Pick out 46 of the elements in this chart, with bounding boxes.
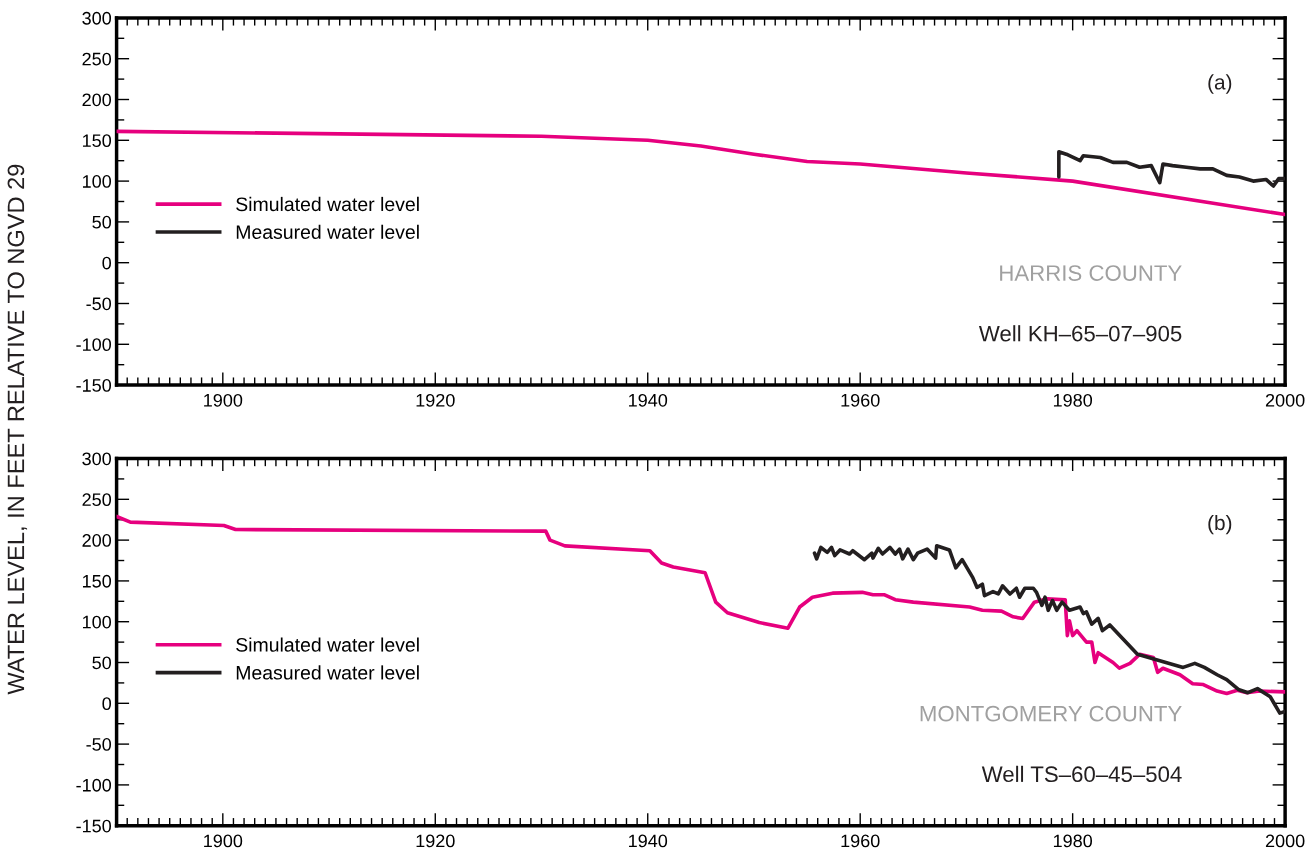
x-tick-label: 1920 (416, 393, 455, 407)
x-tick-label: 1960 (841, 393, 880, 407)
annotation: Well KH–65–07–905 (978, 325, 1182, 342)
legend-label: Simulated water level (236, 637, 419, 652)
legend-label: Measured water level (236, 665, 419, 680)
annotation: HARRIS COUNTY (1000, 265, 1182, 281)
legend-label: Measured water level (236, 224, 419, 239)
line-series (116, 129, 1286, 217)
annotation: (a) (1208, 74, 1232, 94)
y-tick-label: -100 (76, 338, 112, 352)
y-tick-label: 200 (82, 93, 112, 107)
x-tick-label: 2000 (1265, 393, 1305, 407)
y-tick-label: -100 (76, 778, 112, 792)
annotation: MONTGOMERY COUNTY (920, 705, 1182, 722)
legend-label: Simulated water level (236, 196, 419, 212)
y-tick-label: 50 (92, 215, 112, 229)
y-tick-label: 250 (82, 52, 112, 66)
x-tick-label: 1900 (204, 393, 243, 407)
y-tick-label: -150 (76, 819, 112, 833)
y-tick-label: -50 (86, 738, 112, 751)
line-series (1057, 149, 1286, 188)
line-series (116, 514, 1286, 696)
x-tick-label: 1980 (1053, 393, 1093, 407)
y-tick-label: 300 (82, 11, 112, 25)
annotation: Well TS–60–45–504 (981, 765, 1182, 783)
y-tick-label: 50 (92, 656, 112, 670)
y-tick-label: 150 (82, 574, 112, 588)
x-tick-label: 1960 (841, 834, 880, 848)
y-tick-label: 100 (82, 615, 112, 629)
annotation: (b) (1208, 514, 1232, 535)
y-tick-label: 300 (82, 452, 112, 466)
y-axis-title: WATER LEVEL, IN FEET RELATIVE TO NGVD 29 (7, 164, 28, 695)
y-tick-label: -50 (86, 297, 112, 311)
x-tick-label: 1940 (629, 393, 668, 407)
y-tick-label: 100 (82, 175, 112, 188)
x-tick-label: 1940 (629, 834, 668, 848)
x-tick-label: 1900 (204, 834, 243, 848)
y-tick-label: 200 (82, 534, 112, 547)
x-tick-label: 1920 (416, 834, 455, 848)
y-tick-label: 0 (102, 697, 112, 711)
x-tick-label: 1980 (1053, 834, 1093, 848)
y-tick-label: 250 (82, 493, 112, 507)
y-tick-label: 150 (82, 134, 112, 148)
y-tick-label: 0 (102, 256, 112, 270)
y-tick-label: -150 (76, 379, 112, 392)
x-tick-label: 2000 (1265, 834, 1305, 848)
